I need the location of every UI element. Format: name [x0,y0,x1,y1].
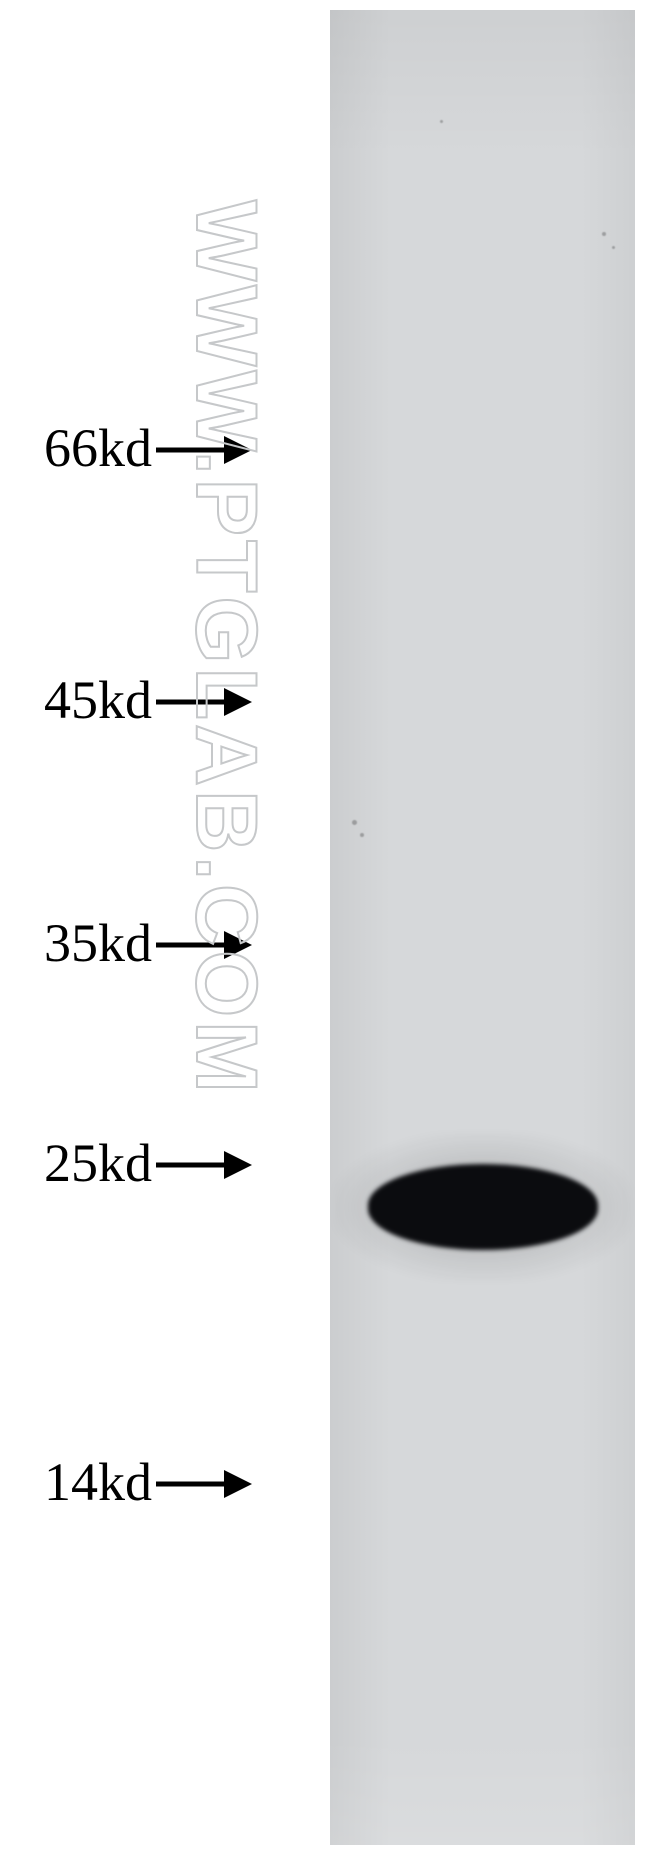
mw-marker-row: 35kd [0,913,252,973]
blot-lane-background [330,10,635,1845]
mw-marker-row: 14kd [0,1452,252,1512]
membrane-speck [360,833,364,837]
arrow-right-icon [156,432,252,468]
membrane-speck [352,820,357,825]
arrow-right-icon [156,1147,252,1183]
mw-marker-label: 14kd [0,1451,152,1513]
mw-marker-row: 25kd [0,1133,252,1193]
arrow-right-icon [156,684,252,720]
arrow-right-icon [156,927,252,963]
membrane-speck [440,120,443,123]
mw-marker-label: 45kd [0,669,152,731]
mw-marker-label: 25kd [0,1132,152,1194]
arrow-right-icon [156,1466,252,1502]
mw-marker-label: 66kd [0,417,152,479]
membrane-speck [602,232,606,236]
mw-marker-label: 35kd [0,912,152,974]
blot-figure: 66kd45kd35kd25kd14kd WWW.PTGLAB.COM [0,0,650,1855]
blot-lane-inner [330,10,635,1845]
blot-lane [330,10,635,1845]
mw-marker-row: 66kd [0,418,252,478]
membrane-speck [612,246,615,249]
mw-marker-row: 45kd [0,670,252,730]
protein-band [368,1164,598,1250]
